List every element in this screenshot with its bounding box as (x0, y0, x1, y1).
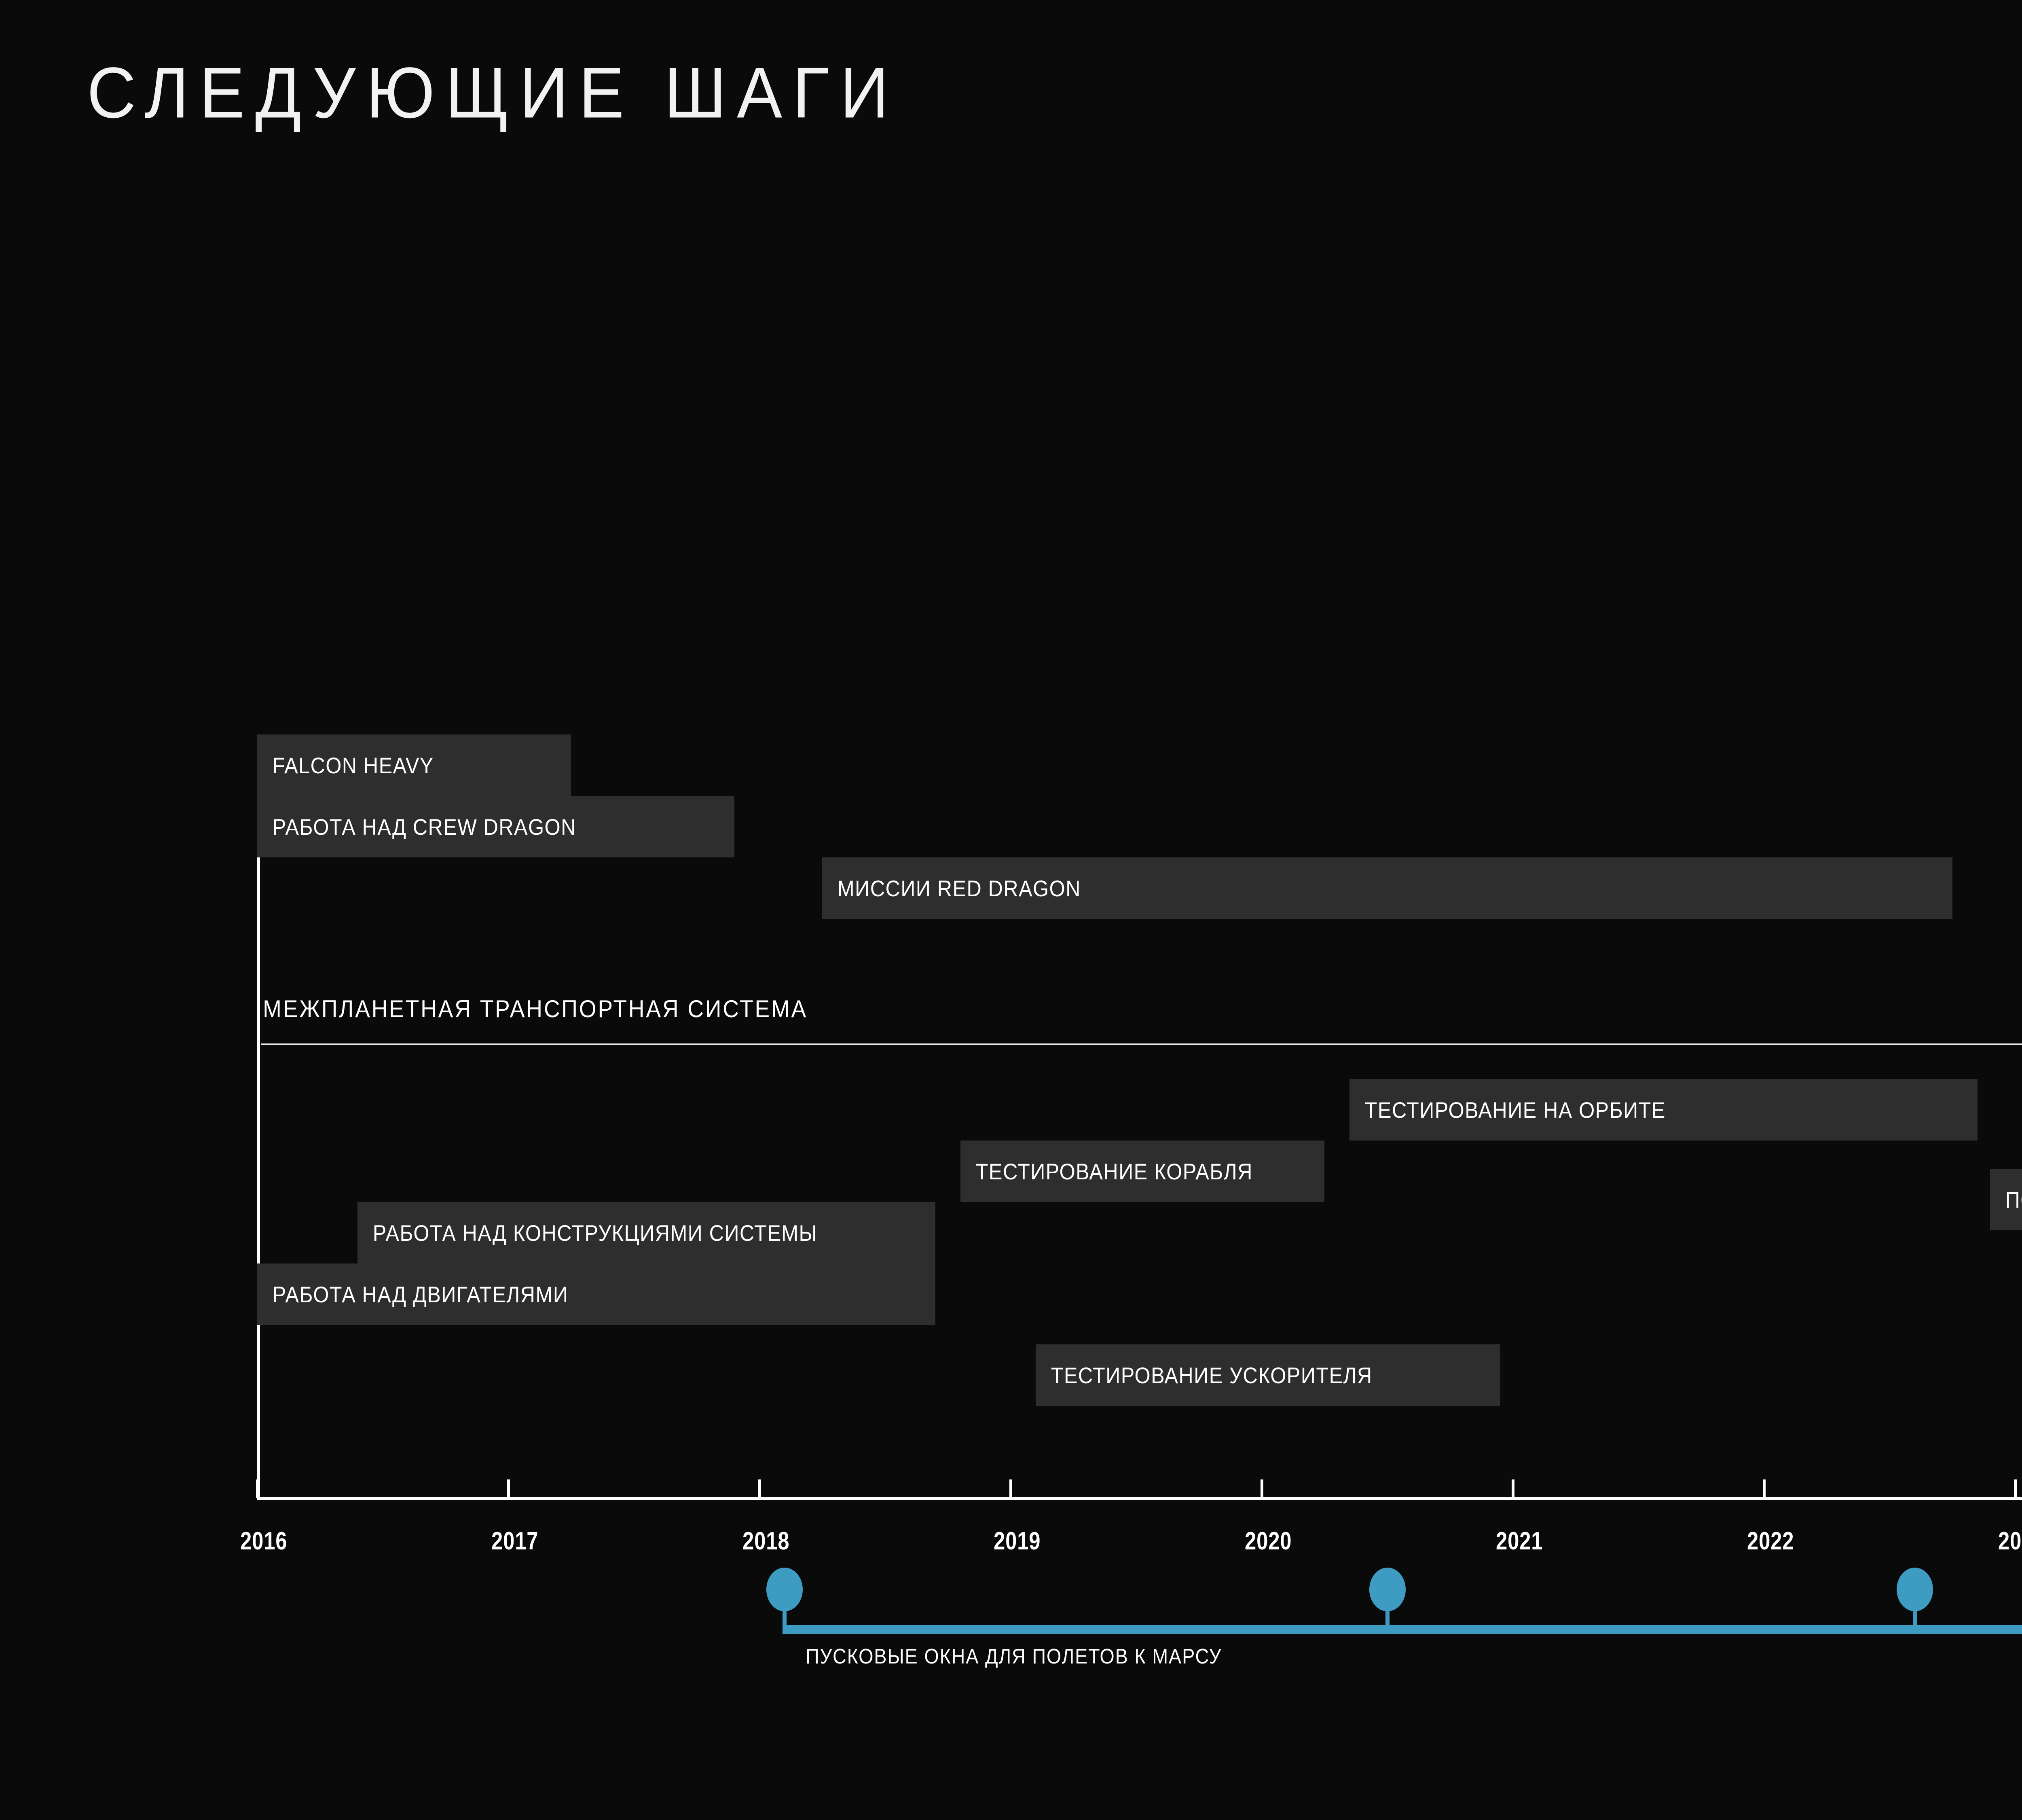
x-axis-label-2022: 2022 (1747, 1527, 1794, 1555)
launch-window-axis-line (783, 1625, 2022, 1634)
timeline-bar-label: ПОЛЕТЫ К МАРСУ (2005, 1187, 2022, 1213)
x-axis-label-2023: 2023 (1998, 1527, 2022, 1555)
timeline-bar[interactable]: МИССИИ RED DRAGON (822, 857, 1952, 919)
timeline-bar[interactable]: ТЕСТИРОВАНИЕ КОРАБЛЯ (960, 1141, 1325, 1202)
x-axis-line (257, 1497, 2022, 1500)
timeline-bar-label: ТЕСТИРОВАНИЕ КОРАБЛЯ (975, 1158, 1253, 1184)
launch-window-stem (783, 1602, 787, 1630)
timeline-bar[interactable]: FALCON HEAVY (257, 734, 571, 796)
timeline-bar[interactable]: РАБОТА НАД ДВИГАТЕЛЯМИ (257, 1263, 935, 1325)
x-axis-tick-2020 (1261, 1479, 1263, 1498)
page-title: СЛЕДУЮЩИЕ ШАГИ (87, 52, 899, 133)
section-header-label: МЕЖПЛАНЕТНАЯ ТРАНСПОРТНАЯ СИСТЕМА (263, 995, 808, 1022)
launch-window-dot[interactable] (766, 1568, 803, 1611)
timeline-bar-label: РАБОТА НАД CREW DRAGON (272, 814, 576, 840)
x-axis-tick-2022 (1763, 1479, 1766, 1498)
timeline-bar-label: РАБОТА НАД ДВИГАТЕЛЯМИ (272, 1281, 569, 1307)
launch-window-stem (1385, 1602, 1390, 1630)
x-axis-tick-2018 (758, 1479, 761, 1498)
launch-window-dot[interactable] (1369, 1568, 1406, 1611)
x-axis-tick-2019 (1009, 1479, 1012, 1498)
x-axis-label-2020: 2020 (1245, 1527, 1292, 1555)
x-axis-label-2018: 2018 (742, 1527, 790, 1555)
timeline-bar[interactable]: ПОЛЕТЫ К МАРСУ (1990, 1169, 2022, 1230)
x-axis-tick-2017 (507, 1479, 510, 1498)
x-axis-label-2017: 2017 (491, 1527, 539, 1555)
timeline-bar-label: МИССИИ RED DRAGON (838, 875, 1081, 901)
x-axis-label-2021: 2021 (1496, 1527, 1543, 1555)
timeline-bar[interactable]: РАБОТА НАД КОНСТРУКЦИЯМИ СИСТЕМЫ (357, 1202, 935, 1263)
x-axis-label-2016: 2016 (240, 1527, 288, 1555)
timeline-bar-label: ТЕСТИРОВАНИЕ УСКОРИТЕЛЯ (1051, 1362, 1373, 1388)
timeline-bar[interactable]: ТЕСТИРОВАНИЕ НА ОРБИТЕ (1349, 1079, 1978, 1141)
timeline-bar-label: FALCON HEAVY (272, 752, 434, 778)
x-axis-label-2019: 2019 (994, 1527, 1041, 1555)
timeline-bar-label: РАБОТА НАД КОНСТРУКЦИЯМИ СИСТЕМЫ (373, 1220, 818, 1246)
timeline-bar[interactable]: РАБОТА НАД CREW DRAGON (257, 796, 734, 857)
timeline-bar-label: ТЕСТИРОВАНИЕ НА ОРБИТЕ (1365, 1097, 1666, 1123)
timeline-bar[interactable]: ТЕСТИРОВАНИЕ УСКОРИТЕЛЯ (1036, 1344, 1500, 1406)
section-divider-rule (261, 1043, 2022, 1045)
launch-window-caption: ПУСКОВЫЕ ОКНА ДЛЯ ПОЛЕТОВ К МАРСУ (806, 1645, 1222, 1668)
y-axis-line (257, 739, 260, 1500)
launch-window-stem (1912, 1602, 1917, 1630)
x-axis-tick-2023 (2014, 1479, 2017, 1498)
launch-window-dot[interactable] (1896, 1568, 1933, 1611)
x-axis-tick-2016 (256, 1479, 259, 1498)
x-axis-tick-2021 (1512, 1479, 1514, 1498)
